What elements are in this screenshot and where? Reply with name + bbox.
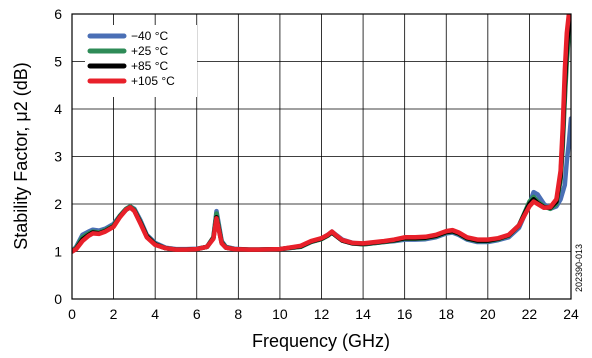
x-tick-label: 0: [68, 306, 76, 322]
y-tick-label: 0: [54, 291, 62, 307]
y-tick-label: 2: [54, 196, 62, 212]
y-tick-label: 6: [54, 6, 62, 22]
y-tick-label: 3: [54, 149, 62, 165]
legend-label: +105 °C: [131, 74, 175, 88]
x-tick-label: 24: [563, 306, 579, 322]
y-tick-label: 4: [54, 101, 62, 117]
x-tick-label: 22: [522, 306, 538, 322]
legend-label: −40 °C: [131, 29, 168, 43]
x-axis-label: Frequency (GHz): [252, 331, 390, 351]
y-axis-ticks: 0 1 2 3 4 5 6: [54, 6, 62, 307]
x-axis-ticks: 0 2 4 6 8 10 12 14 16 18 20 22 24: [68, 306, 579, 322]
series-line-3: [72, 14, 571, 254]
y-axis-label: Stability Factor, μ2 (dB): [11, 62, 31, 249]
x-tick-label: 6: [193, 306, 201, 322]
plot-frame: [71, 13, 572, 300]
y-tick-label: 5: [54, 54, 62, 70]
figure-id: 202390-013: [574, 244, 584, 292]
y-tick-label: 1: [54, 244, 62, 260]
x-tick-label: 8: [234, 306, 242, 322]
x-tick-label: 16: [397, 306, 413, 322]
x-tick-label: 10: [272, 306, 288, 322]
x-tick-label: 4: [151, 306, 159, 322]
legend: −40 °C+25 °C+85 °C+105 °C: [85, 25, 197, 97]
x-tick-label: 14: [355, 306, 371, 322]
legend-label: +85 °C: [131, 59, 168, 73]
x-tick-label: 18: [438, 306, 454, 322]
x-tick-label: 12: [314, 306, 330, 322]
x-tick-label: 2: [110, 306, 118, 322]
legend-label: +25 °C: [131, 44, 168, 58]
series-layer: [72, 14, 571, 254]
x-tick-label: 20: [480, 306, 496, 322]
